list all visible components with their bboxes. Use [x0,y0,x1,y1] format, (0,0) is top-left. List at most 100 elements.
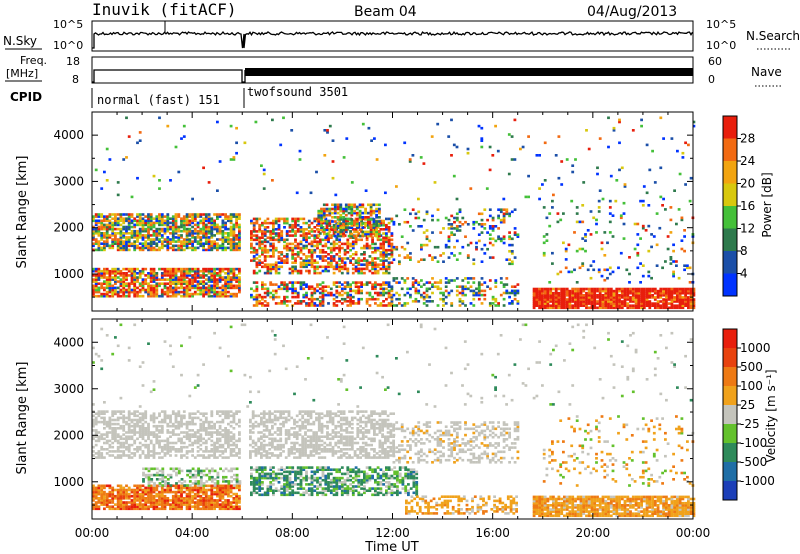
heatmap-cell [269,242,273,246]
heatmap-cell [180,269,183,273]
heatmap-cell [221,445,225,449]
heatmap-cell [144,215,148,218]
heatmap-cell [324,242,328,246]
colorbar-swatch [723,161,737,184]
heatmap-cell [188,420,192,424]
heatmap-cell [349,300,352,303]
heatmap-cell [105,439,109,443]
heatmap-cell [535,154,539,157]
heatmap-cell [324,289,328,293]
heatmap-cell [119,456,123,459]
heatmap-cell [390,238,394,242]
heatmap-cell [385,297,388,301]
heatmap-cell [282,445,285,449]
heatmap-cell [681,298,685,301]
heatmap-cell [324,236,328,239]
heatmap-cell [152,294,156,298]
heatmap-cell [318,302,322,305]
heatmap-cell [385,259,388,262]
heatmap-cell [196,274,200,277]
heatmap-cell [282,420,285,424]
heatmap-cell [193,272,197,275]
heatmap-cell [376,269,380,273]
heatmap-cell [224,246,227,250]
heatmap-cell [371,267,374,271]
heatmap-cell [301,448,305,451]
heatmap-cell [199,240,203,243]
heatmap-cell [180,217,183,220]
heatmap-cell [258,230,262,233]
heatmap-cell [349,230,352,233]
heatmap-cell [155,416,159,420]
heatmap-cell [147,288,150,292]
heatmap-cell [619,251,623,255]
heatmap-cell [257,439,261,443]
heatmap-cell [652,235,656,238]
heatmap-cell [155,427,159,430]
heatmap-cell [277,261,281,264]
heatmap-cell [392,245,396,249]
heatmap-cell [372,218,376,221]
heatmap-cell [227,272,230,275]
heatmap-cell [288,226,292,229]
heatmap-cell [313,217,317,221]
heatmap-cell [491,297,495,301]
heatmap-cell [447,223,451,226]
heatmap-cell [103,170,106,174]
heatmap-cell [294,230,297,233]
heatmap-cell [221,429,225,432]
heatmap-cell [316,283,319,286]
heatmap-cell [171,248,175,252]
heatmap-cell [185,219,189,223]
heatmap-cell [338,281,341,284]
colorbar-swatch [723,206,737,229]
heatmap-cell [357,238,361,242]
heatmap-cell [136,290,139,294]
heatmap-cell [285,246,289,250]
heatmap-cell [310,285,314,288]
heatmap-cell [689,176,693,180]
heatmap-cell [147,213,150,216]
heatmap-cell [585,302,588,305]
heatmap-cell [257,448,261,451]
heatmap-cell [152,240,156,243]
heatmap-cell [125,437,128,441]
heatmap-cell [251,410,255,413]
heatmap-cell [149,274,153,277]
heatmap-cell [455,197,459,201]
heatmap-cell [185,288,189,292]
heatmap-cell [276,418,280,422]
heatmap-cell [321,221,325,225]
heatmap-cell [499,220,503,224]
heatmap-cell [263,238,267,242]
heatmap-cell [349,259,352,262]
heatmap-cell [103,418,106,422]
heatmap-cell [149,286,153,290]
heatmap-cell [147,274,150,277]
heatmap-cell [149,433,153,436]
heatmap-cell [103,215,106,218]
heatmap-cell [662,197,665,201]
heatmap-cell [196,284,200,288]
heatmap-cell [331,139,335,142]
heatmap-cell [111,269,115,273]
nsky-label: N.Sky [3,34,37,48]
heatmap-cell [180,229,183,233]
heatmap-cell [111,450,115,453]
heatmap-cell [455,225,459,228]
heatmap-cell [94,439,98,443]
heatmap-cell [224,267,227,271]
heatmap-cell [304,437,307,441]
heatmap-cell [307,230,311,233]
heatmap-cell [494,285,498,288]
heatmap-cell [358,228,362,232]
heatmap-cell [218,246,222,250]
heatmap-cell [290,452,294,455]
heatmap-cell [114,240,117,243]
heatmap-cell [354,281,358,284]
heatmap-cell [227,435,230,438]
heatmap-cell [369,234,373,238]
heatmap-cell [210,276,214,279]
heatmap-cell [114,219,117,223]
heatmap-cell [127,424,131,428]
